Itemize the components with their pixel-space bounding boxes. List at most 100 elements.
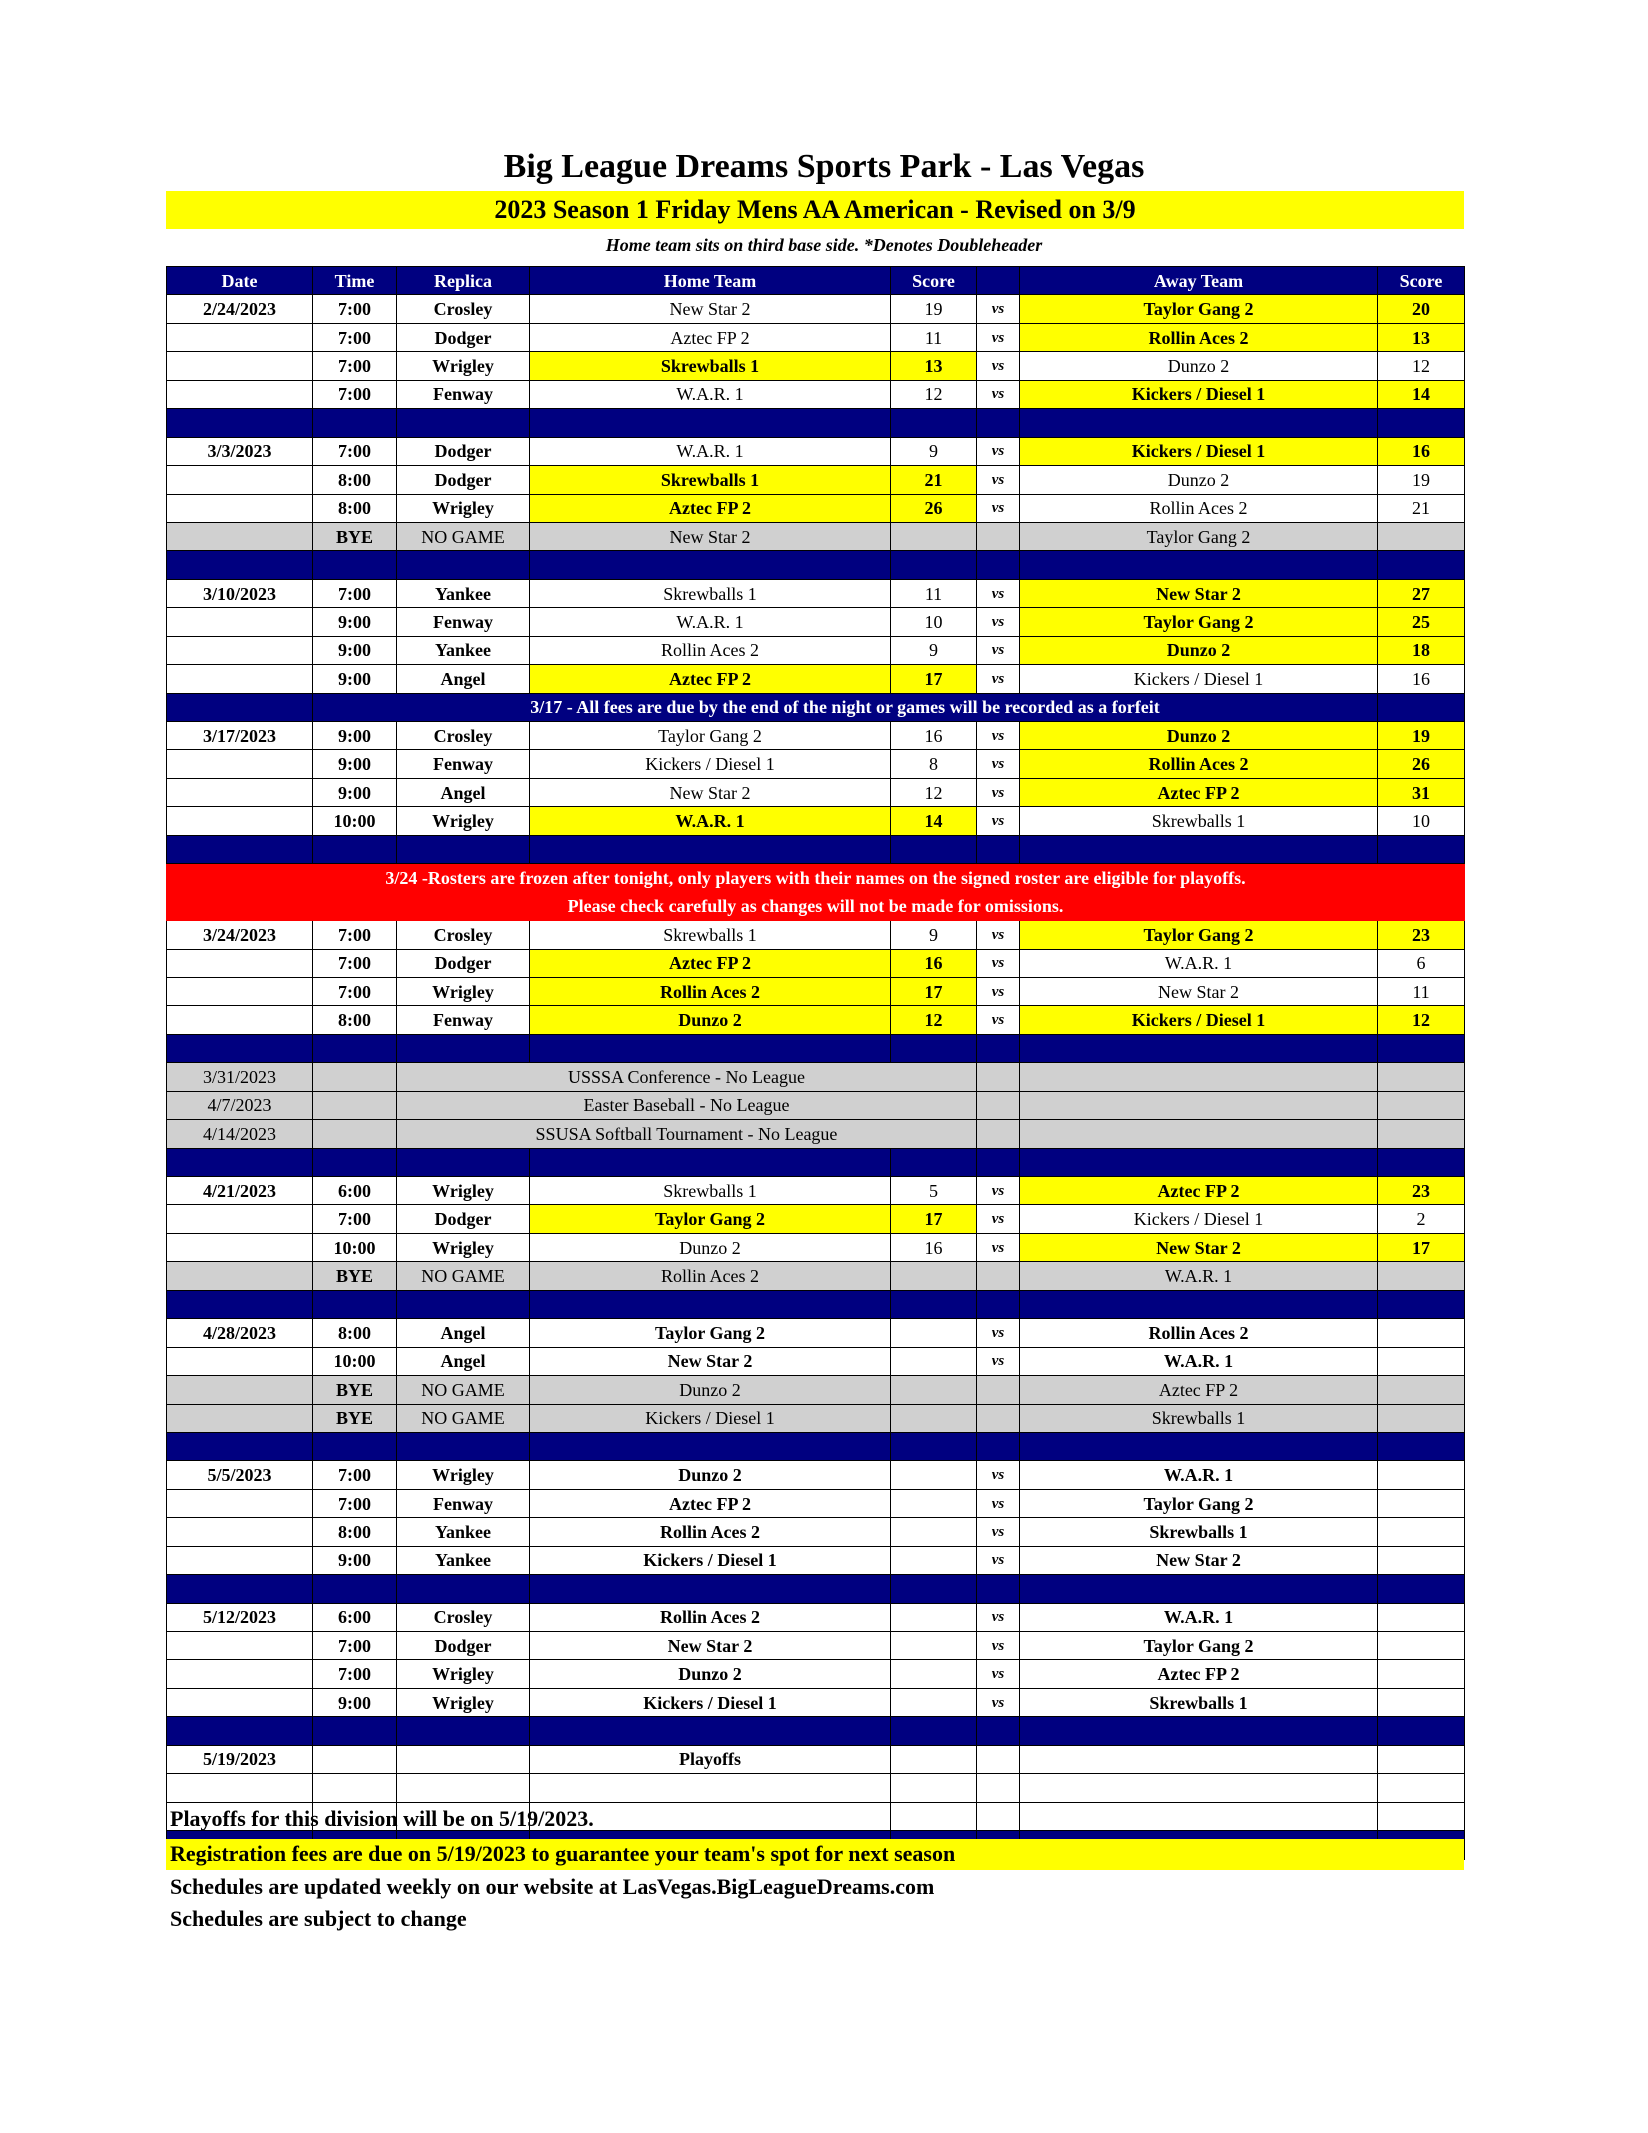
separator-cell [976,1716,1020,1746]
home-score-cell: 16 [890,1232,977,1263]
home-score-cell: 16 [890,720,977,751]
separator-row [166,1431,1465,1462]
away-score-cell: 12 [1377,351,1465,381]
time-cell: 7:00 [312,1630,397,1661]
home-score-cell: 21 [890,465,977,495]
date-cell: 4/21/2023 [166,1175,313,1206]
away-team-cell: New Star 2 [1019,976,1378,1007]
home-score-cell [890,1261,977,1291]
time-cell: 7:00 [312,1488,397,1519]
home-score-cell: 12 [890,1005,977,1035]
header-replica: Replica [396,265,530,296]
home-team-cell: New Star 2 [529,777,891,808]
away-team-cell: Rollin Aces 2 [1019,1318,1378,1348]
home-team-cell: New Star 2 [529,521,891,552]
home-score-cell: 19 [890,294,977,324]
separator-row [166,1716,1465,1746]
separator-cell [396,408,530,438]
home-team-cell: Aztec FP 2 [529,664,891,694]
away-team-cell: Rollin Aces 2 [1019,749,1378,779]
separator-row [166,1147,1465,1178]
home-score-cell [890,1630,977,1661]
vs-cell: vs [976,1175,1020,1206]
time-cell: 7:00 [312,976,397,1007]
away-score-cell: 17 [1377,1232,1465,1263]
separator-cell [396,550,530,580]
empty-cell [1019,1119,1378,1149]
separator-cell [1377,1716,1465,1746]
separator-cell [166,1289,313,1320]
away-score-cell [1377,1687,1465,1718]
separator-row [166,1574,1465,1604]
separator-cell [1377,1431,1465,1462]
separator-cell [1019,1431,1378,1462]
game-row: 7:00 Fenway Aztec FP 2 vs Taylor Gang 2 [166,1488,1465,1519]
replica-cell: Wrigley [396,1687,530,1718]
replica-cell: Wrigley [396,1460,530,1490]
roster-alert-row: 3/24 -Rosters are frozen after tonight, … [166,863,1465,893]
replica-cell: Yankee [396,578,530,609]
empty-cell [1377,1119,1465,1149]
away-score-cell: 23 [1377,1175,1465,1206]
notice-row: 3/17 - All fees are due by the end of th… [166,692,1465,723]
header-date: Date [166,265,313,296]
page-title: Big League Dreams Sports Park - Las Vega… [503,148,1145,185]
home-team-note: Home team sits on third base side. *Deno… [605,235,1043,255]
away-team-cell: Skrewballs 1 [1019,806,1378,836]
away-score-cell [1377,1545,1465,1576]
vs-cell: vs [976,379,1020,410]
separator-cell [312,1147,397,1178]
replica-cell: Wrigley [396,976,530,1007]
replica-cell: Wrigley [396,351,530,381]
off-text: USSSA Conference - No League [396,1062,977,1092]
away-score-cell [1377,1801,1465,1832]
separator-cell [312,1033,397,1064]
away-team-cell: New Star 2 [1019,1545,1378,1576]
date-cell [166,1659,313,1689]
separator-cell [396,1289,530,1320]
home-score-cell [890,1659,977,1689]
home-team-cell: New Star 2 [529,294,891,324]
empty-cell [1377,1090,1465,1121]
home-team-cell: Dunzo 2 [529,1659,891,1689]
time-cell: BYE [312,521,397,552]
separator-cell [312,408,397,438]
game-row: 10:00 Wrigley Dunzo 2 16 vs New Star 2 17 [166,1232,1465,1263]
replica-cell: Crosley [396,1602,530,1633]
separator-cell [890,1716,977,1746]
vs-cell [976,1744,1020,1775]
game-row: 7:00 Wrigley Skrewballs 1 13 vs Dunzo 2 12 [166,351,1465,381]
away-team-cell: Taylor Gang 2 [1019,521,1378,552]
separator-cell [976,1147,1020,1178]
home-team-cell: New Star 2 [529,1630,891,1661]
away-score-cell: 31 [1377,777,1465,808]
vs-cell [976,1773,1020,1803]
home-score-cell: 9 [890,635,977,666]
separator-cell [976,1033,1020,1064]
away-team-cell: Rollin Aces 2 [1019,322,1378,353]
date-cell: 4/7/2023 [166,1090,313,1121]
separator-cell [166,1147,313,1178]
separator-cell [976,1574,1020,1604]
separator-cell [529,1431,891,1462]
separator-cell [1377,834,1465,865]
away-score-cell [1377,1318,1465,1348]
replica-cell: Dodger [396,436,530,467]
home-team-cell: Kickers / Diesel 1 [529,1687,891,1718]
separator-row [166,408,1465,438]
away-score-cell [1377,1346,1465,1377]
vs-cell: vs [976,1204,1020,1234]
away-team-cell: Dunzo 2 [1019,465,1378,495]
separator-cell [312,550,397,580]
away-score-cell: 16 [1377,436,1465,467]
page-subtitle: 2023 Season 1 Friday Mens AA American - … [166,191,1464,229]
vs-cell: vs [976,1630,1020,1661]
away-team-cell: Aztec FP 2 [1019,777,1378,808]
time-cell: 9:00 [312,1687,397,1718]
away-team-cell: Dunzo 2 [1019,635,1378,666]
time-cell: 9:00 [312,720,397,751]
home-team-cell: W.A.R. 1 [529,607,891,637]
away-team-cell: Kickers / Diesel 1 [1019,664,1378,694]
